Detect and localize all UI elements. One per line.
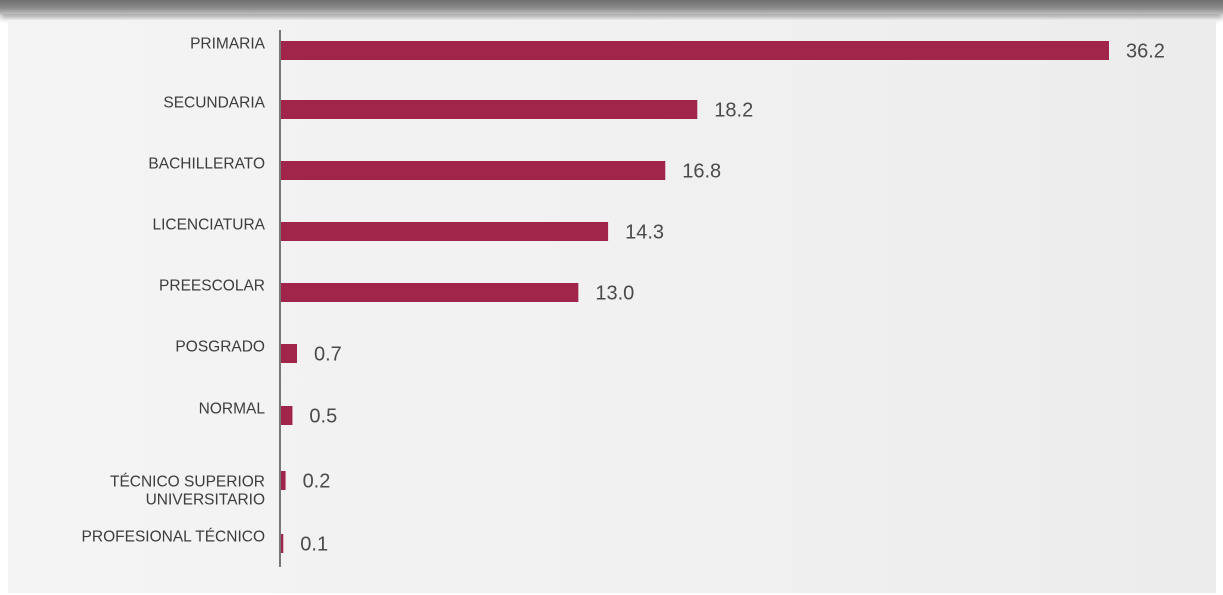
category-label-posgrado: POSGRADO [175,339,265,356]
value-label-profesional-tecnico: 0.1 [300,534,328,556]
value-label-tecnico-superior-universitario: 0.2 [303,471,331,493]
bar-normal [281,406,293,425]
value-label-posgrado: 0.7 [314,344,342,366]
value-label-preescolar: 13.0 [595,283,634,305]
bar-posgrado [281,344,298,363]
bar-profesional-tecnico [281,534,284,553]
bar-licenciatura [281,222,609,241]
value-label-secundaria: 18.2 [714,100,753,122]
bar-primaria [281,41,1109,60]
value-label-normal: 0.5 [309,406,337,428]
category-label-normal: NORMAL [199,401,266,418]
category-label-bachillerato: BACHILLERATO [148,156,265,173]
value-label-bachillerato: 16.8 [682,161,721,183]
top-header-bar [0,0,1223,14]
category-label-secundaria: SECUNDARIA [163,95,265,112]
category-label-tecnico-superior-universitario: TÉCNICO SUPERIOR UNIVERSITARIO [110,474,265,509]
bar-secundaria [281,100,698,119]
bar-bachillerato [281,161,666,180]
category-label-preescolar: PREESCOLAR [159,278,265,295]
value-label-licenciatura: 14.3 [625,222,664,244]
bar-tecnico-superior-universitario [281,471,286,490]
category-label-licenciatura: LICENCIATURA [152,217,265,234]
bar-preescolar [281,283,579,302]
category-label-primaria: PRIMARIA [190,36,266,53]
category-label-profesional-tecnico: PROFESIONAL TÉCNICO [82,529,265,546]
value-label-primaria: 36.2 [1126,41,1165,63]
